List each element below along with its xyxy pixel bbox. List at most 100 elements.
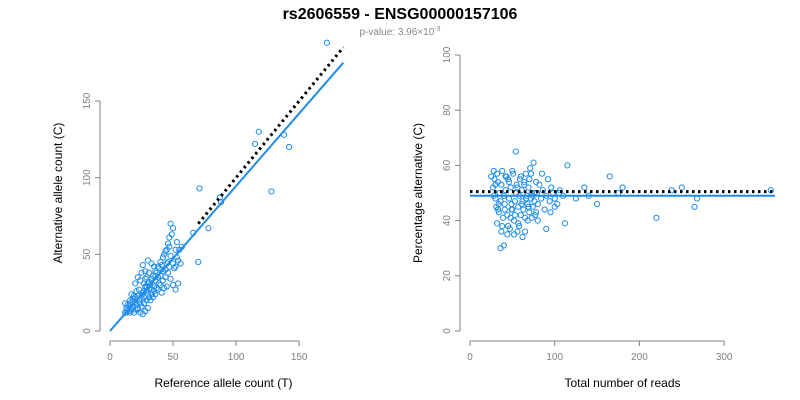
data-point [505, 178, 513, 186]
data-point [323, 39, 331, 46]
data-point [163, 283, 170, 290]
data-point [134, 306, 141, 313]
data-point [691, 203, 698, 210]
data-point [157, 258, 164, 266]
data-point [511, 211, 519, 219]
data-point [172, 286, 179, 293]
data-point [142, 268, 149, 275]
data-point [167, 275, 174, 282]
data-point [504, 211, 511, 219]
data-point [167, 252, 174, 259]
data-point [153, 269, 160, 276]
x-tick-label: 100 [228, 352, 245, 363]
data-point [127, 309, 134, 316]
data-point [491, 176, 498, 183]
data-point [520, 206, 527, 213]
data-point [255, 128, 262, 135]
y-tick-label: 0 [442, 328, 453, 334]
y-tick-label: 150 [82, 92, 93, 109]
data-point [527, 170, 535, 177]
data-point [653, 214, 660, 221]
y-axis-label: Alternative allele count (C) [51, 123, 65, 264]
y-tick-label: 80 [442, 104, 453, 116]
data-point [510, 170, 517, 177]
data-point [517, 211, 524, 219]
data-point [138, 292, 145, 299]
data-point [499, 214, 507, 221]
data-point [173, 238, 180, 246]
x-axis-label: Reference allele count (T) [154, 376, 292, 390]
data-point [525, 184, 532, 191]
figure-title: rs2606559 - ENSG00000157106 [283, 6, 518, 23]
data-point [154, 286, 162, 293]
data-point [501, 200, 508, 208]
data-point [132, 294, 139, 301]
fitted-line [109, 62, 345, 332]
data-point [268, 188, 275, 195]
data-point [502, 173, 509, 180]
data-point [168, 231, 175, 238]
data-point [521, 228, 529, 235]
data-point [171, 265, 178, 272]
data-point [525, 203, 532, 210]
subtitle-text: p-value: 3.96×10 [359, 27, 434, 38]
data-point [515, 203, 522, 210]
data-point [488, 173, 495, 180]
data-point [508, 206, 515, 213]
data-point [122, 300, 129, 307]
data-point [548, 184, 555, 191]
data-point [130, 309, 138, 316]
x-tick-label: 300 [716, 352, 733, 363]
data-point [534, 217, 541, 224]
data-point [494, 206, 502, 213]
data-point [144, 257, 151, 264]
data-point [619, 184, 626, 191]
data-point [514, 184, 521, 191]
data-point [504, 231, 511, 238]
data-point [513, 181, 520, 188]
data-point [175, 280, 182, 287]
data-point [152, 268, 159, 275]
data-point [512, 148, 519, 155]
x-axis-label: Total number of reads [564, 376, 680, 390]
y-tick-label: 60 [442, 159, 453, 171]
data-point [138, 269, 145, 276]
data-point [158, 289, 165, 296]
data-point [140, 288, 148, 295]
scatter-plot-allele-counts: 0 50 100 150 0 50 100 150 Reference allele count… [51, 39, 345, 390]
data-point [144, 304, 151, 312]
data-point [515, 220, 522, 227]
data-point [524, 217, 531, 224]
y-tick-label: 0 [82, 328, 93, 334]
data-point [606, 173, 613, 180]
data-point [519, 234, 526, 241]
data-point [133, 288, 140, 295]
data-point [132, 280, 139, 287]
data-point [164, 269, 172, 276]
data-point [177, 260, 184, 267]
data-point [532, 178, 540, 186]
subtitle-exponent: -3 [434, 26, 440, 33]
y-tick-label: 50 [82, 248, 93, 260]
data-point [123, 309, 130, 316]
data-point [166, 243, 173, 250]
data-point [511, 198, 519, 205]
x-tick-label: 0 [467, 352, 473, 363]
data-point [593, 200, 601, 208]
data-point [251, 140, 259, 148]
data-point [526, 176, 533, 183]
data-point [149, 272, 156, 279]
data-point [551, 203, 558, 210]
data-point [546, 198, 553, 205]
data-point [498, 228, 505, 235]
data-point [162, 248, 169, 255]
data-point [161, 251, 168, 258]
y-tick-label: 100 [82, 169, 93, 186]
y-axis-label: Percentage alternative (C) [411, 123, 425, 263]
data-point [534, 200, 541, 208]
data-point [494, 170, 501, 177]
data-point [196, 185, 203, 192]
data-point [529, 203, 536, 210]
data-point [144, 291, 151, 298]
data-point [524, 200, 531, 208]
